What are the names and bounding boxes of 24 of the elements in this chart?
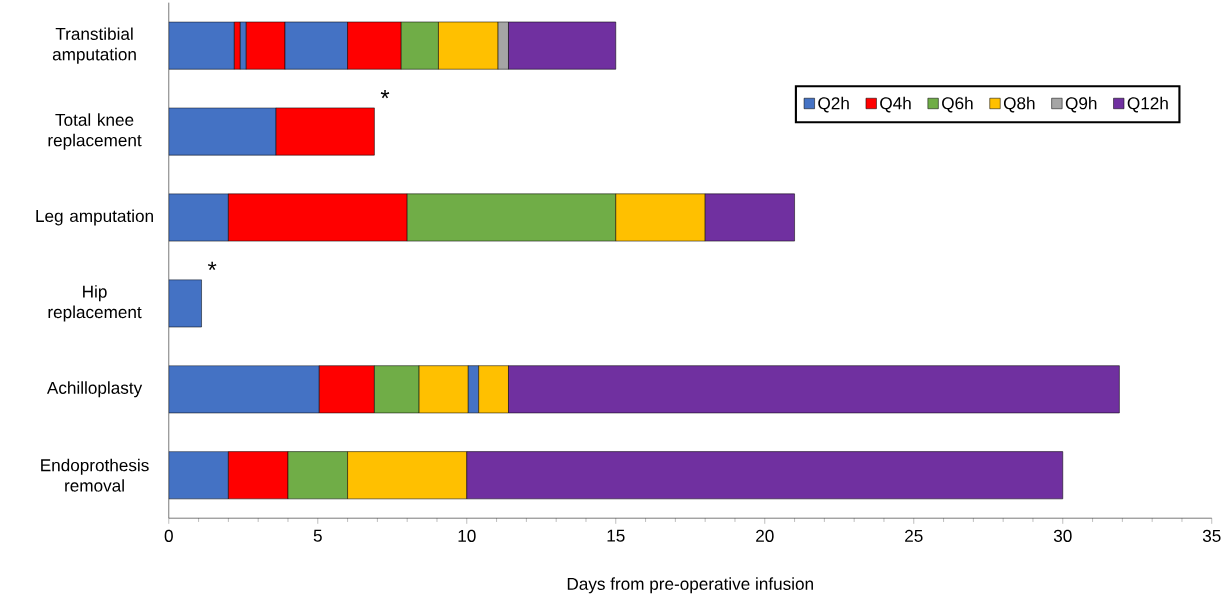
x-tick-label: 20: [756, 529, 774, 542]
annotation: *: [207, 261, 217, 271]
x-tick-label: 35: [1202, 529, 1221, 542]
bar: [168, 279, 202, 328]
y-tick-label: Leg amputation: [36, 209, 153, 226]
x-tick-label: 15: [607, 529, 625, 542]
legend-label: Q8h: [1003, 96, 1035, 113]
legend-label: Q9h: [1065, 96, 1097, 113]
y-tick-label: Hip replacement: [48, 285, 142, 322]
x-tick-label: 25: [905, 529, 923, 542]
legend-label: Q12h: [1127, 96, 1168, 113]
y-tick-label: Total knee replacement: [48, 113, 142, 150]
x-tick-label: 10: [458, 529, 476, 542]
y-tick-label: Transtibial amputation: [52, 27, 136, 64]
legend-label: Q4h: [880, 96, 911, 113]
y-tick-label: Endoprothesis removal: [41, 458, 149, 492]
x-tick-label: 30: [1053, 529, 1072, 542]
legend-label: Q6h: [942, 96, 973, 113]
annotation: *: [380, 89, 390, 99]
x-tick-label: 5: [313, 529, 322, 542]
legend-label: Q2h: [818, 96, 849, 113]
x-axis-title: Days from pre-operative infusion: [567, 577, 813, 594]
y-tick-label: Achilloplasty: [46, 381, 143, 398]
x-tick-label: 0: [164, 529, 173, 542]
